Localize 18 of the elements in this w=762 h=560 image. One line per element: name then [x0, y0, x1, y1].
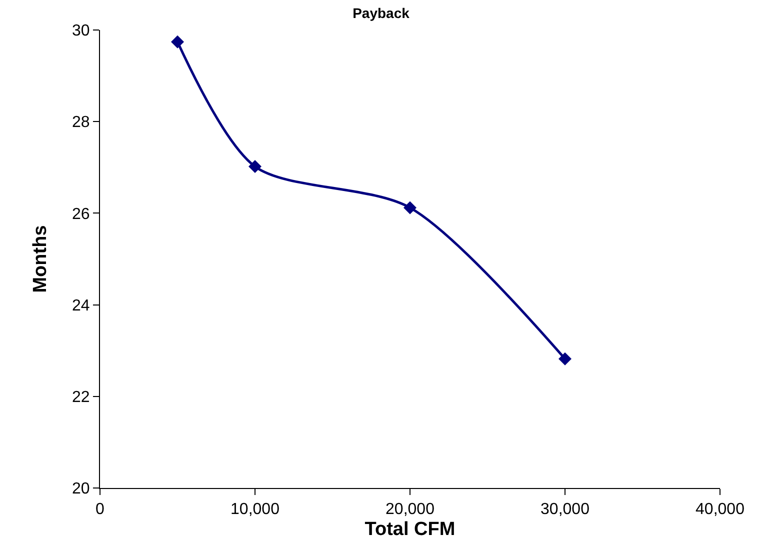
x-axis-title: Total CFM: [364, 519, 456, 540]
x-tick-label: 20,000: [386, 501, 435, 518]
y-tick-label: 20: [72, 480, 90, 498]
point: [171, 35, 184, 48]
point: [248, 160, 262, 173]
y-tick-label: 24: [72, 297, 90, 314]
y-axis-title: Months: [30, 225, 51, 293]
y-tick-label: 26: [72, 206, 90, 223]
x-tick-label: 30,000: [540, 501, 590, 518]
chart-title: Payback: [352, 5, 410, 22]
x-tick-label: 0: [96, 501, 105, 518]
x-tick-label: 10,000: [230, 501, 280, 518]
y-tick-label: 22: [72, 389, 90, 406]
y-tick-label: 30: [72, 22, 90, 40]
point: [558, 352, 572, 366]
x-tick-label: 40,000: [696, 501, 745, 518]
point: [404, 201, 416, 214]
y-tick-label: 28: [72, 114, 90, 132]
